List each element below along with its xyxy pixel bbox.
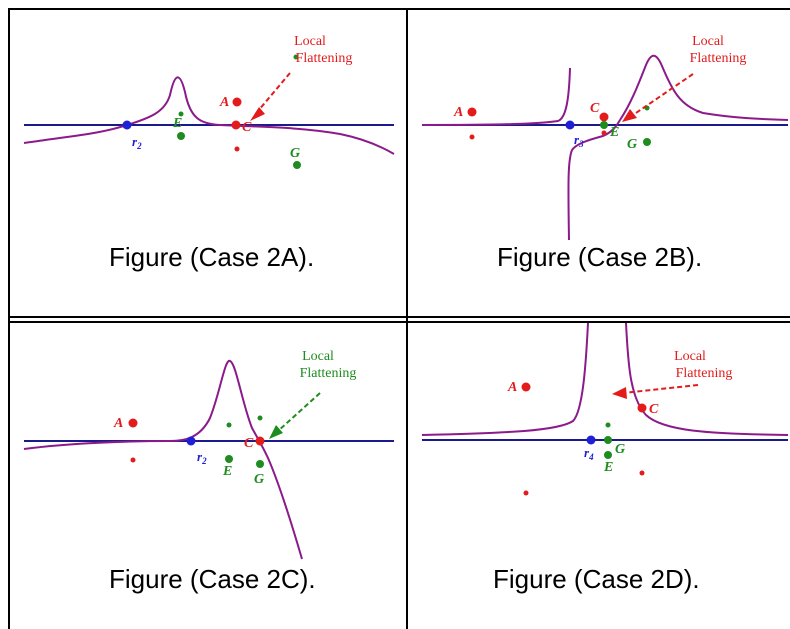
point-G: [643, 138, 651, 146]
label-r: r2: [132, 134, 142, 151]
note-arrowhead: [250, 107, 265, 121]
label-E: E: [609, 125, 619, 140]
label-A: A: [453, 105, 463, 120]
point-green-note: [257, 415, 263, 421]
label-C: C: [649, 402, 659, 417]
point-green-small: [178, 111, 184, 117]
function-curve: [23, 76, 395, 155]
label-G: G: [290, 146, 300, 161]
point-C: [637, 403, 647, 413]
point-r: [122, 120, 132, 130]
note-arrowhead: [612, 387, 627, 399]
note-line-1: Local: [302, 349, 334, 364]
function-curve-right: [625, 323, 789, 436]
label-A: A: [113, 416, 123, 431]
point-red-small-low: [523, 490, 529, 496]
function-curve: [23, 359, 303, 560]
border-left: [8, 8, 10, 629]
border-middle-2: [8, 321, 790, 323]
case-2d-graph: A C E G r4 Local Flattening: [421, 323, 789, 496]
note-line-1: Local: [692, 34, 724, 49]
label-E: E: [603, 460, 613, 475]
point-A: [232, 97, 242, 107]
point-red-small: [639, 470, 645, 476]
caption-case-2a: Figure (Case 2A).: [109, 242, 315, 272]
point-r: [565, 120, 575, 130]
case-2a-graph: A C E G r2 Local Flattening: [23, 34, 395, 169]
label-C: C: [244, 436, 254, 451]
function-curve-left: [421, 323, 589, 436]
label-C: C: [242, 120, 252, 135]
label-G: G: [615, 442, 625, 457]
label-r: r4: [584, 445, 594, 462]
point-green-small: [226, 422, 232, 428]
case-2c-graph: A C E G r2 Local Flattening: [23, 349, 394, 560]
border-center: [406, 8, 408, 629]
point-E: [604, 436, 612, 444]
note-arrow: [622, 384, 699, 394]
label-r: r2: [197, 449, 207, 466]
label-G: G: [254, 472, 264, 487]
point-green-small: [605, 422, 611, 428]
label-E: E: [222, 464, 232, 479]
point-E: [600, 121, 608, 129]
point-red-small: [130, 457, 136, 463]
point-G: [293, 161, 301, 169]
border-top: [8, 8, 790, 10]
note-line-2: Flattening: [300, 366, 357, 381]
point-G: [256, 460, 264, 468]
point-C: [231, 120, 241, 130]
point-red-small: [601, 130, 607, 136]
panel-case-2b: A C E G r3 Local Flattening Figure (Case…: [408, 10, 790, 316]
note-line-1: Local: [674, 349, 706, 364]
caption-case-2c: Figure (Case 2C).: [109, 564, 316, 594]
point-r: [586, 435, 596, 445]
panel-case-2c: A C E G r2 Local Flattening Figure (Case…: [10, 323, 406, 629]
note-line-2: Flattening: [296, 51, 353, 66]
note-arrowhead: [269, 425, 283, 439]
function-curve-left: [421, 67, 571, 126]
point-E: [177, 132, 185, 140]
point-red-small: [234, 146, 240, 152]
note-arrow: [632, 73, 694, 116]
point-C: [255, 436, 265, 446]
label-G: G: [627, 137, 637, 152]
panel-case-2d: A C E G r4 Local Flattening Figure (Case…: [408, 323, 790, 629]
caption-case-2d: Figure (Case 2D).: [493, 564, 700, 594]
label-r: r3: [574, 132, 584, 149]
function-curve-lower: [567, 119, 621, 241]
note-line-2: Flattening: [676, 366, 733, 381]
point-E: [225, 455, 233, 463]
border-middle: [8, 316, 790, 318]
point-green-note: [293, 54, 299, 60]
point-A: [128, 418, 138, 428]
point-A: [521, 382, 531, 392]
panel-case-2a: A C E G r2 Local Flattening Figure (Case…: [10, 10, 406, 316]
note-arrow: [277, 392, 321, 432]
note-line-2: Flattening: [690, 51, 747, 66]
label-A: A: [219, 95, 229, 110]
point-A: [467, 107, 477, 117]
note-line-1: Local: [294, 34, 326, 49]
point-C: [599, 112, 609, 122]
label-A: A: [507, 380, 517, 395]
function-curve-right: [619, 54, 789, 121]
label-C: C: [590, 101, 600, 116]
point-r: [186, 436, 196, 446]
point-G: [604, 451, 612, 459]
case-2b-graph: A C E G r3 Local Flattening: [421, 34, 789, 241]
point-red-small-left: [469, 134, 475, 140]
note-arrow: [257, 72, 291, 112]
note-arrowhead: [622, 109, 637, 122]
label-E: E: [172, 116, 182, 131]
caption-case-2b: Figure (Case 2B).: [497, 242, 703, 272]
